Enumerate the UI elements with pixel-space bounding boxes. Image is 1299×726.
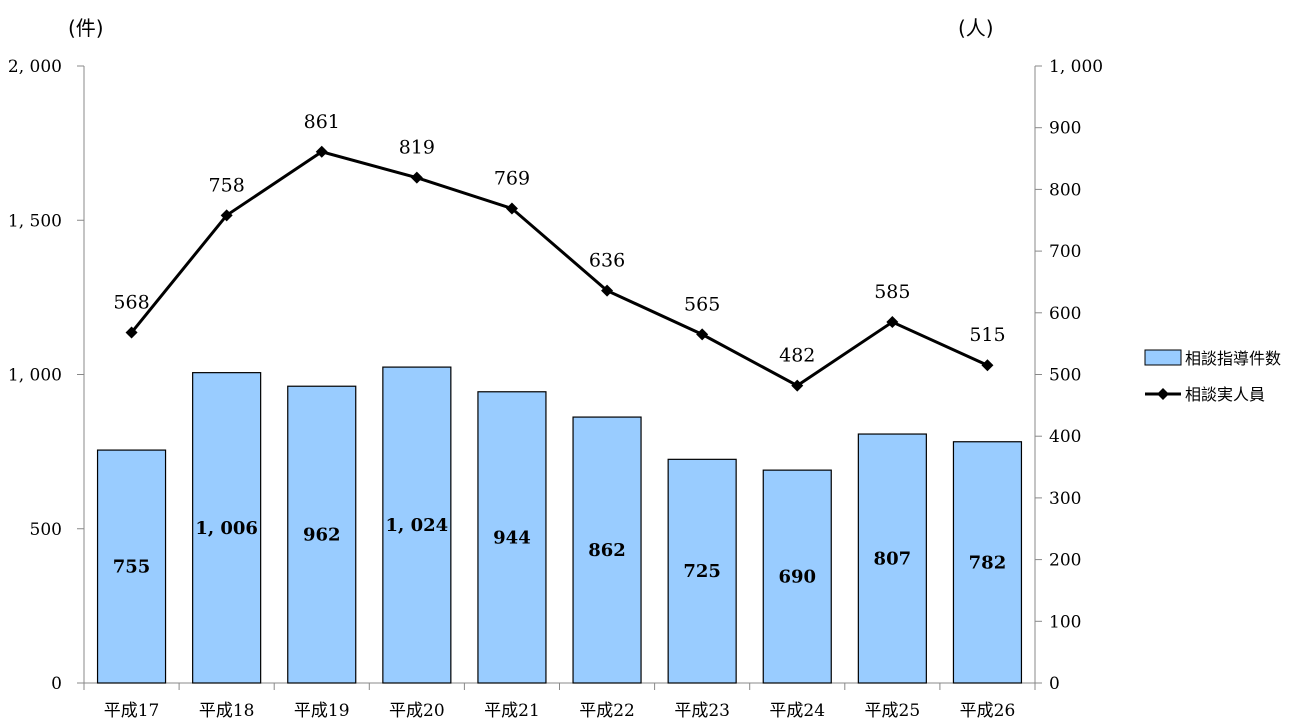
right-tick-label: 300 bbox=[1049, 489, 1081, 509]
x-tick-label: 平成25 bbox=[865, 701, 921, 721]
line-value-label: 861 bbox=[304, 111, 340, 133]
bar-value-label: 690 bbox=[778, 567, 816, 588]
bar-series: 755 1, 006 962 1, 024 944 862 725 690 807 782 bbox=[96, 366, 1023, 684]
left-axis-unit: (件) bbox=[68, 16, 104, 40]
line-point bbox=[696, 328, 709, 341]
bar bbox=[382, 366, 452, 684]
x-tick-label: 平成19 bbox=[294, 701, 350, 721]
bar-value-label: 782 bbox=[969, 552, 1007, 573]
line-series: 568 758 861 819 769 636 565 482 585 515 bbox=[113, 111, 1006, 392]
bar bbox=[762, 469, 832, 684]
left-tick-label: 2, 000 bbox=[8, 57, 62, 77]
x-tick-label: 平成18 bbox=[199, 701, 255, 721]
bar bbox=[952, 441, 1023, 684]
line-point bbox=[505, 202, 518, 215]
left-tick-label: 0 bbox=[51, 674, 62, 694]
bar bbox=[192, 372, 262, 684]
line-value-label: 758 bbox=[209, 174, 245, 196]
right-tick-label: 1, 000 bbox=[1049, 57, 1103, 77]
right-tick-label: 0 bbox=[1049, 674, 1060, 694]
line-point bbox=[220, 209, 233, 222]
line-value-label: 819 bbox=[399, 137, 435, 159]
left-tick-label: 1, 500 bbox=[8, 211, 62, 231]
bar-value-label: 725 bbox=[683, 561, 721, 582]
line-point bbox=[410, 171, 423, 184]
right-tick-label: 200 bbox=[1049, 551, 1081, 571]
line-value-label: 515 bbox=[969, 324, 1005, 346]
line-point bbox=[886, 316, 899, 329]
legend-line-marker bbox=[1157, 388, 1169, 400]
bar-value-label: 807 bbox=[874, 549, 912, 570]
legend-line-label: 相談実人員 bbox=[1185, 385, 1265, 404]
bar-value-label: 962 bbox=[303, 525, 341, 546]
right-tick-label: 500 bbox=[1049, 366, 1081, 386]
x-tick-label: 平成22 bbox=[579, 701, 635, 721]
legend-bar-swatch bbox=[1144, 349, 1182, 366]
bar bbox=[667, 458, 737, 684]
right-tick-label: 900 bbox=[1049, 119, 1081, 139]
bar-value-label: 1, 024 bbox=[386, 515, 449, 536]
line-point bbox=[315, 145, 328, 158]
x-tick-label: 平成20 bbox=[389, 701, 445, 721]
bar-value-label: 862 bbox=[588, 540, 626, 561]
left-tick-label: 1, 000 bbox=[8, 366, 62, 386]
line-point bbox=[791, 379, 804, 392]
x-tick-label: 平成17 bbox=[104, 701, 160, 721]
x-tick-label: 平成23 bbox=[674, 701, 730, 721]
line-point bbox=[601, 284, 614, 297]
x-tick-label: 平成24 bbox=[769, 701, 825, 721]
left-tick-label: 500 bbox=[30, 520, 62, 540]
line-value-label: 585 bbox=[874, 281, 910, 303]
bar bbox=[572, 416, 642, 684]
bar bbox=[857, 433, 927, 684]
right-tick-label: 100 bbox=[1049, 612, 1081, 632]
right-axis-unit: (人) bbox=[958, 16, 994, 40]
line-value-label: 636 bbox=[589, 250, 625, 272]
bar-value-label: 1, 006 bbox=[195, 518, 258, 539]
bar-value-label: 944 bbox=[493, 527, 531, 548]
right-tick-label: 600 bbox=[1049, 304, 1081, 324]
x-tick-label: 平成21 bbox=[484, 701, 540, 721]
bar-value-label: 755 bbox=[113, 557, 151, 578]
legend-bar-label: 相談指導件数 bbox=[1185, 349, 1281, 368]
line-point bbox=[981, 359, 994, 372]
line-value-label: 482 bbox=[779, 345, 815, 367]
bar bbox=[477, 391, 547, 684]
bar bbox=[96, 449, 167, 684]
line-value-label: 769 bbox=[494, 168, 530, 190]
right-tick-label: 700 bbox=[1049, 242, 1081, 262]
bar bbox=[287, 385, 357, 684]
line-path bbox=[130, 150, 989, 388]
x-tick-label: 平成26 bbox=[960, 701, 1016, 721]
line-value-label: 568 bbox=[113, 292, 149, 314]
axes: 0 500 1, 000 1, 500 2, 000 0 100 200 300 400 500 60… bbox=[8, 57, 1103, 721]
line-point bbox=[125, 326, 138, 339]
right-tick-label: 400 bbox=[1049, 427, 1081, 447]
line-value-label: 565 bbox=[684, 293, 720, 315]
right-tick-label: 800 bbox=[1049, 180, 1081, 200]
